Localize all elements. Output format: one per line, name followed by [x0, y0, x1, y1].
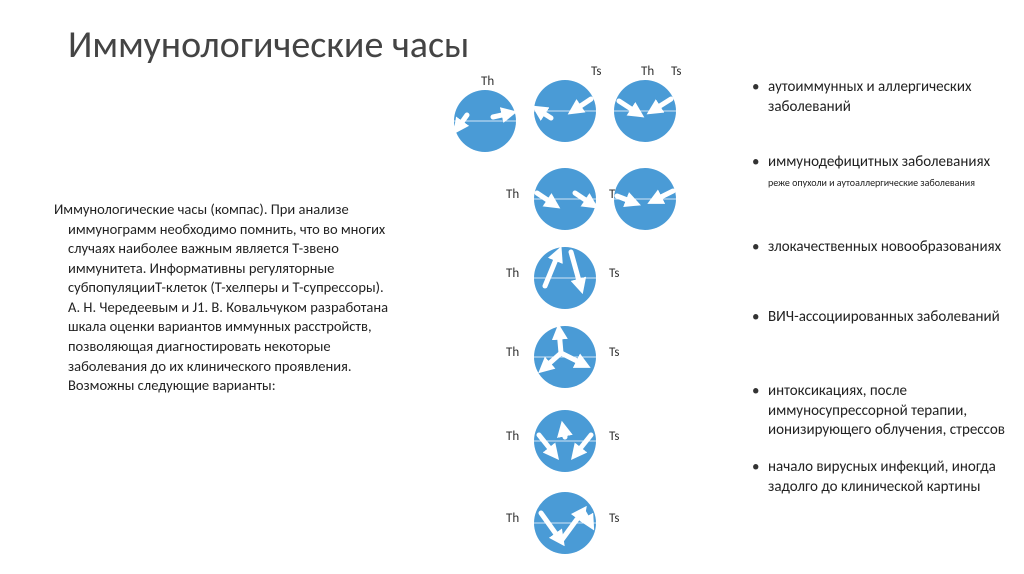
clock-icon — [532, 78, 598, 144]
bullet-subtext: реже опухоли и аутоаллергические заболев… — [768, 176, 975, 189]
ts-label: Ts — [609, 429, 619, 444]
th-label: Th — [506, 345, 519, 360]
th-label: Th — [506, 187, 519, 202]
bullet-item: злокачественных новообразованиях — [752, 238, 1007, 258]
th-label: Th — [641, 64, 654, 79]
description-text: Иммунологические часы (компас). При анал… — [40, 200, 390, 396]
clock-icon — [532, 408, 598, 474]
th-label: Th — [481, 74, 494, 89]
bullet-text: аутоиммунных и аллергических заболеваний — [768, 78, 971, 116]
ts-label: Ts — [591, 64, 601, 79]
ts-label: Ts — [609, 345, 619, 360]
bullet-item: начало вирусных инфекций, иногда задолго… — [752, 458, 1007, 497]
bullet-text: ВИЧ-ассоциированных заболеваний — [768, 308, 1000, 326]
clock-diagram: ThTsThTsThTsThTsThTsThTsThTs — [432, 70, 752, 570]
bullet-text: злокачественных новообразованиях — [768, 238, 1001, 256]
ts-label: Ts — [609, 511, 619, 526]
th-label: Th — [506, 429, 519, 444]
th-label: Th — [506, 511, 519, 526]
bullet-item: ВИЧ-ассоциированных заболеваний — [752, 308, 1007, 328]
bullet-item: иммунодефицитных заболеваниях реже опухо… — [752, 153, 1007, 192]
clock-icon — [532, 324, 598, 390]
bullet-item: интоксикациях, после иммуносупрессорной … — [752, 382, 1007, 441]
bullet-text: интоксикациях, после иммуносупрессорной … — [768, 382, 1005, 439]
bullet-text: начало вирусных инфекций, иногда задолго… — [768, 458, 996, 496]
bullet-item: аутоиммунных и аллергических заболеваний — [752, 78, 1007, 117]
clock-icon — [532, 245, 598, 311]
clock-icon — [612, 166, 678, 232]
clock-icon — [532, 166, 598, 232]
ts-label: Ts — [671, 64, 681, 79]
clock-icon — [532, 490, 598, 556]
page-title: Иммунологические часы — [68, 22, 469, 68]
bullet-text: иммунодефицитных заболеваниях — [768, 153, 990, 171]
clock-icon — [612, 78, 678, 144]
th-label: Th — [506, 266, 519, 281]
description-paragraph: Иммунологические часы (компас). При анал… — [40, 200, 390, 396]
ts-label: Ts — [609, 266, 619, 281]
clock-icon — [452, 88, 518, 154]
